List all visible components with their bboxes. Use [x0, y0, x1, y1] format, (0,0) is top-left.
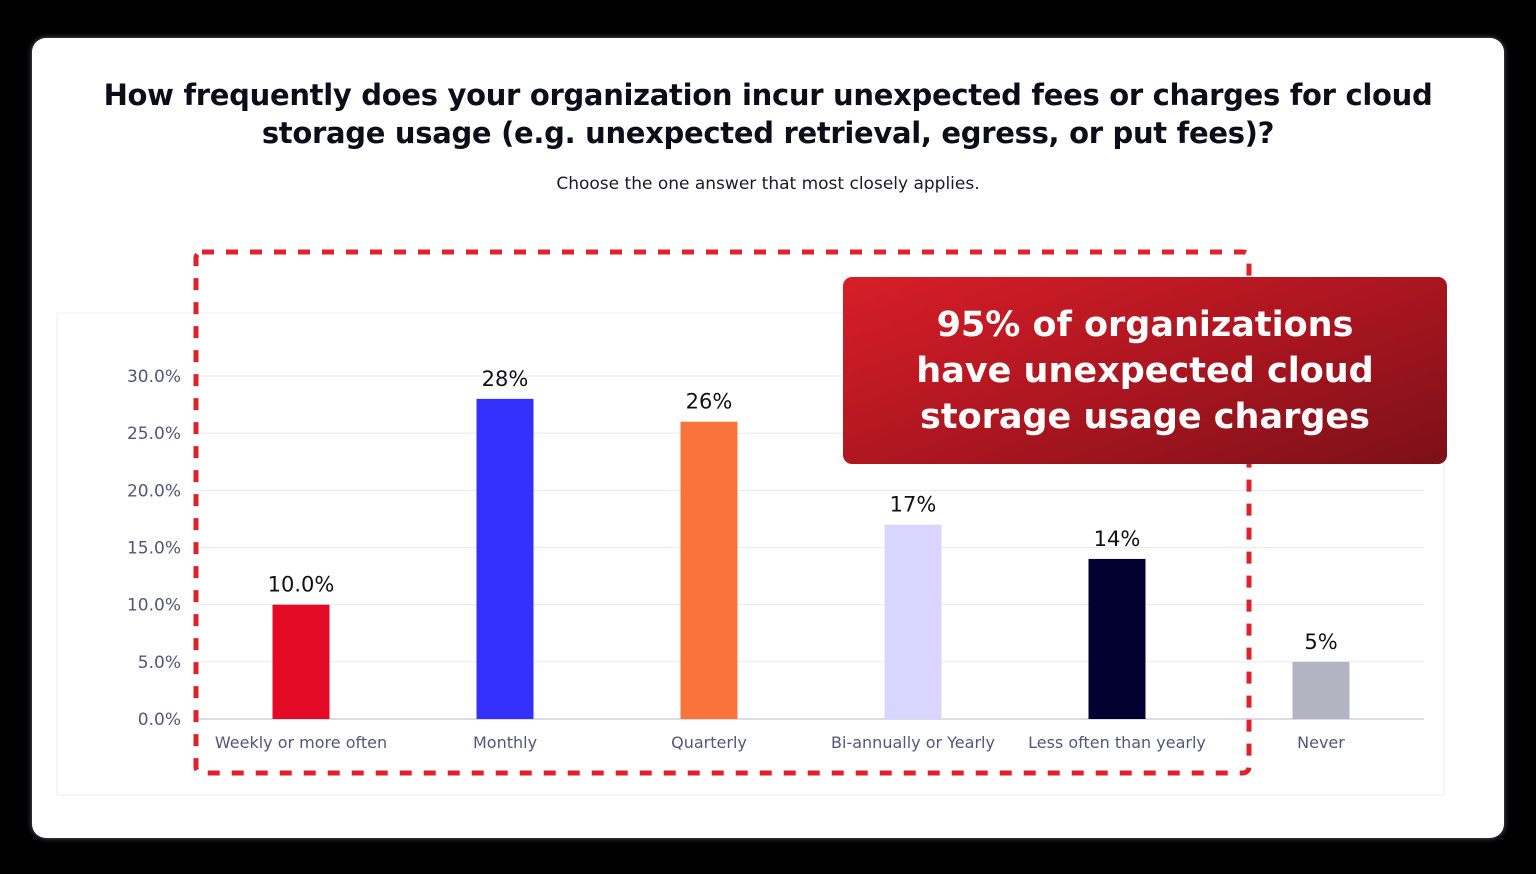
- data-label: 28%: [482, 367, 529, 391]
- y-tick-label: 5.0%: [138, 653, 181, 673]
- data-label: 17%: [890, 493, 937, 517]
- bar: [272, 604, 330, 719]
- data-label: 14%: [1094, 527, 1141, 551]
- data-label: 26%: [686, 390, 733, 414]
- data-label: 10.0%: [268, 573, 335, 597]
- x-tick-label: Weekly or more often: [215, 733, 387, 752]
- data-label: 5%: [1304, 630, 1337, 654]
- callout-text: 95% of organizations have unexpected clo…: [916, 304, 1374, 437]
- chart-title: How frequently does your organization in…: [103, 78, 1433, 150]
- x-tick-label: Never: [1297, 733, 1345, 752]
- y-tick-label: 25.0%: [127, 424, 181, 444]
- y-tick-label: 0.0%: [138, 710, 181, 730]
- bar: [884, 524, 942, 719]
- y-tick-label: 10.0%: [127, 596, 181, 616]
- x-tick-label: Less often than yearly: [1028, 733, 1206, 752]
- callout-box: 95% of organizations have unexpected clo…: [843, 277, 1447, 464]
- x-tick-label: Bi-annually or Yearly: [831, 733, 995, 752]
- x-tick-label: Quarterly: [671, 733, 747, 752]
- bar: [476, 398, 534, 719]
- y-tick-label: 20.0%: [127, 481, 181, 501]
- bar: [680, 421, 738, 719]
- x-tick-label: Monthly: [473, 733, 537, 752]
- y-tick-label: 15.0%: [127, 539, 181, 559]
- bar: [1088, 558, 1146, 719]
- chart-subtitle: Choose the one answer that most closely …: [556, 174, 980, 194]
- y-tick-label: 30.0%: [127, 367, 181, 387]
- plot-frame: [56, 312, 1445, 796]
- highlight-dashed-box: [193, 249, 1252, 776]
- bar: [1292, 661, 1350, 719]
